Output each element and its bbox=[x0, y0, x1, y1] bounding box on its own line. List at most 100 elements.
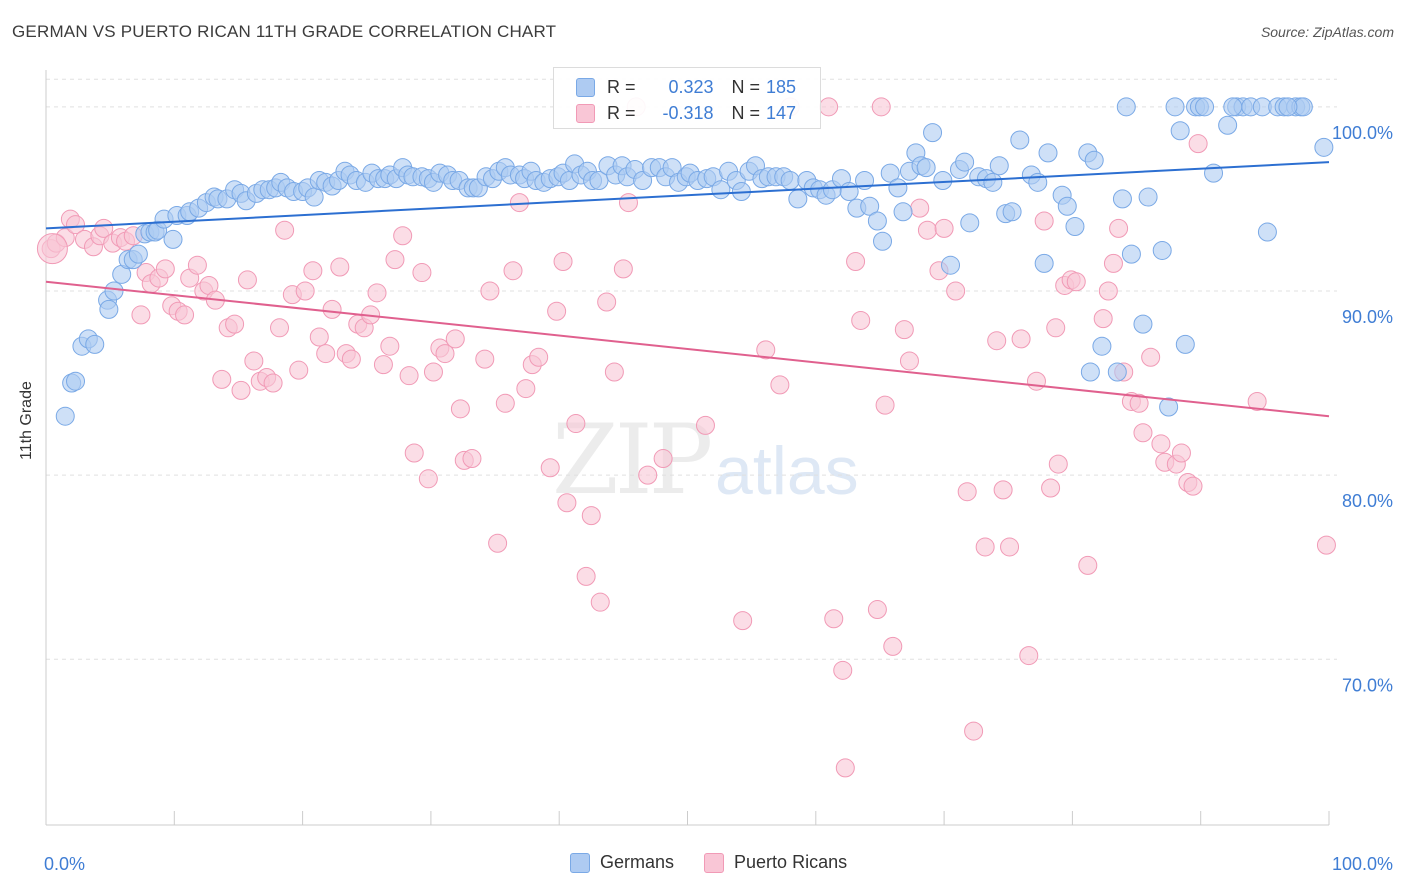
point-puerto-ricans bbox=[566, 414, 586, 434]
point-puerto-ricans bbox=[529, 347, 549, 367]
point-puerto-ricans bbox=[540, 458, 560, 478]
point-puerto-ricans bbox=[553, 252, 573, 272]
chart-title: GERMAN VS PUERTO RICAN 11TH GRADE CORREL… bbox=[12, 22, 557, 41]
point-puerto-ricans bbox=[1066, 272, 1086, 292]
point-puerto-ricans-cluster bbox=[36, 233, 68, 265]
point-germans bbox=[1080, 362, 1100, 382]
point-puerto-ricans bbox=[225, 314, 245, 334]
point-puerto-ricans bbox=[1133, 423, 1153, 443]
point-puerto-ricans bbox=[770, 375, 790, 395]
trend-line bbox=[45, 280, 1330, 418]
point-germans bbox=[941, 255, 961, 275]
point-puerto-ricans bbox=[899, 351, 919, 371]
legend-item-puerto-ricans[interactable]: Puerto Ricans bbox=[704, 852, 847, 873]
point-germans bbox=[867, 211, 887, 231]
point-germans bbox=[983, 172, 1003, 192]
point-germans bbox=[1057, 196, 1077, 216]
point-puerto-ricans bbox=[576, 566, 596, 586]
point-puerto-ricans bbox=[653, 449, 673, 469]
series-legend: Germans Puerto Ricans bbox=[570, 852, 877, 873]
point-puerto-ricans bbox=[1034, 211, 1054, 231]
point-puerto-ricans bbox=[475, 349, 495, 369]
point-puerto-ricans bbox=[373, 355, 393, 375]
point-germans bbox=[1116, 97, 1136, 117]
point-puerto-ricans bbox=[1183, 476, 1203, 496]
y-tick-label: 90.0% bbox=[1342, 307, 1393, 327]
point-puerto-ricans bbox=[450, 399, 470, 419]
y-tick-label: 70.0% bbox=[1342, 675, 1393, 695]
legend-item-germans[interactable]: Germans bbox=[570, 852, 674, 873]
point-germans bbox=[1175, 334, 1195, 354]
point-puerto-ricans bbox=[187, 255, 207, 275]
point-germans bbox=[1065, 217, 1085, 237]
point-puerto-ricans bbox=[1151, 434, 1171, 454]
legend-r-value: -0.318 bbox=[662, 102, 714, 123]
point-puerto-ricans bbox=[495, 393, 515, 413]
trend-line bbox=[45, 161, 1330, 230]
point-puerto-ricans bbox=[1129, 393, 1149, 413]
point-puerto-ricans bbox=[385, 250, 405, 270]
point-puerto-ricans bbox=[875, 395, 895, 415]
legend-n-label: N = bbox=[731, 76, 761, 97]
point-puerto-ricans bbox=[835, 758, 855, 778]
point-puerto-ricans bbox=[917, 220, 937, 240]
point-puerto-ricans bbox=[946, 281, 966, 301]
point-germans bbox=[1034, 253, 1054, 273]
point-puerto-ricans bbox=[263, 373, 283, 393]
point-puerto-ricans bbox=[581, 506, 601, 526]
point-germans bbox=[839, 182, 859, 202]
legend-n-value: 147 bbox=[766, 102, 797, 123]
point-germans bbox=[1165, 97, 1185, 117]
point-germans bbox=[933, 170, 953, 190]
legend-row-germans: R = 0.323 N = 185 bbox=[576, 76, 796, 98]
x-tick-label: 0.0% bbox=[44, 854, 85, 874]
point-germans bbox=[1223, 97, 1243, 117]
point-puerto-ricans bbox=[1109, 218, 1129, 238]
point-puerto-ricans bbox=[833, 660, 853, 680]
trend-lines bbox=[45, 161, 1330, 418]
point-puerto-ricans bbox=[309, 327, 329, 347]
point-puerto-ricans bbox=[613, 259, 633, 279]
point-germans bbox=[1195, 97, 1215, 117]
point-germans bbox=[104, 281, 124, 301]
point-germans bbox=[1038, 143, 1058, 163]
point-puerto-ricans bbox=[547, 301, 567, 321]
point-puerto-ricans bbox=[590, 592, 610, 612]
point-puerto-ricans bbox=[1041, 478, 1061, 498]
point-puerto-ricans bbox=[270, 318, 290, 338]
point-germans bbox=[923, 123, 943, 143]
point-puerto-ricans bbox=[399, 366, 419, 386]
tick-labels: 70.0% 80.0% 90.0% 100.0% 0.0% 100.0% bbox=[44, 123, 1393, 874]
point-germans bbox=[873, 231, 893, 251]
legend-swatch-pink bbox=[576, 103, 595, 123]
point-puerto-ricans bbox=[934, 218, 954, 238]
point-puerto-ricans bbox=[94, 218, 114, 238]
point-puerto-ricans bbox=[303, 261, 323, 281]
legend-n-value: 185 bbox=[766, 76, 797, 97]
point-puerto-ricans bbox=[1316, 535, 1336, 555]
point-puerto-ricans bbox=[367, 283, 387, 303]
point-puerto-ricans bbox=[1048, 454, 1068, 474]
watermark-atlas: atlas bbox=[715, 433, 859, 509]
point-germans bbox=[1314, 137, 1334, 157]
point-germans bbox=[1138, 187, 1158, 207]
point-germans bbox=[304, 187, 324, 207]
point-puerto-ricans bbox=[418, 469, 438, 489]
point-puerto-ricans bbox=[66, 215, 86, 235]
point-puerto-ricans bbox=[244, 351, 264, 371]
point-germans bbox=[960, 213, 980, 233]
legend-r-value: 0.323 bbox=[668, 76, 714, 97]
point-puerto-ricans bbox=[964, 721, 984, 741]
point-puerto-ricans bbox=[1093, 309, 1113, 329]
point-puerto-ricans bbox=[380, 336, 400, 356]
point-puerto-ricans bbox=[295, 281, 315, 301]
point-germans bbox=[1133, 314, 1153, 334]
legend-swatch-puerto-ricans bbox=[704, 852, 725, 873]
point-germans bbox=[1121, 244, 1141, 264]
point-puerto-ricans bbox=[756, 340, 776, 360]
point-germans bbox=[1218, 115, 1238, 135]
point-puerto-ricans bbox=[819, 97, 839, 117]
point-puerto-ricans bbox=[404, 443, 424, 463]
point-germans bbox=[1002, 202, 1022, 222]
